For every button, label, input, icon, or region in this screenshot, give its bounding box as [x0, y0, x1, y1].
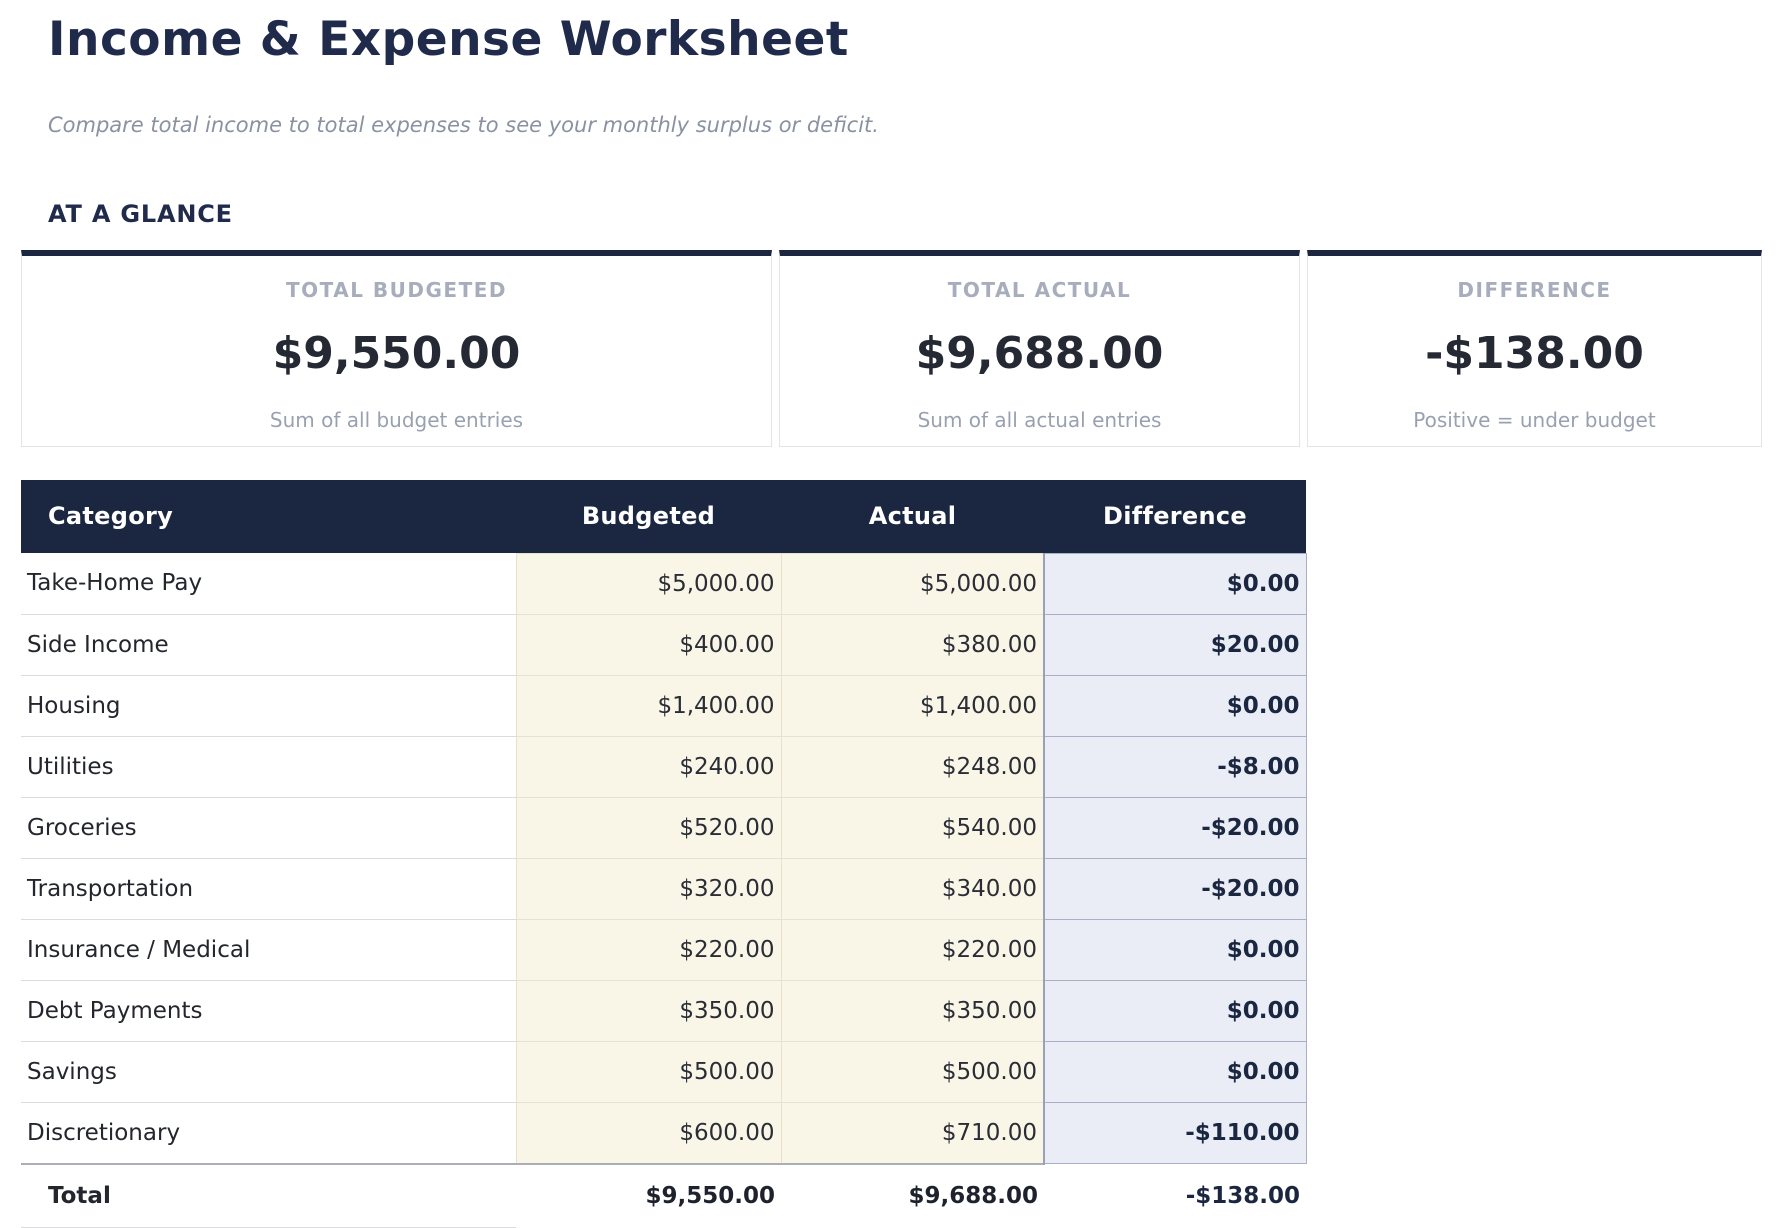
category-cell: Take-Home Pay [21, 553, 516, 615]
worksheet-page: Income & Expense Worksheet Compare total… [21, 0, 1764, 1228]
card-caption: Positive = under budget [1413, 407, 1656, 432]
page-subtitle: Compare total income to total expenses t… [48, 112, 879, 137]
difference-cell: -$110.00 [1043, 1101, 1307, 1165]
budget-table-body: Take-Home Pay $5,000.00 $5,000.00 $0.00 … [21, 552, 1307, 1165]
table-row: Discretionary $600.00 $710.00 -$110.00 [21, 1101, 1307, 1165]
total-actual-value: $9,688.00 [915, 327, 1164, 379]
total-row: Total $9,550.00 $9,688.00 -$138.00 [21, 1162, 1306, 1228]
total-actual-card: TOTAL ACTUAL $9,688.00 Sum of all actual… [779, 249, 1300, 447]
total-budgeted-card: TOTAL BUDGETED $9,550.00 Sum of all budg… [21, 249, 772, 447]
difference-cell: $0.00 [1043, 918, 1307, 981]
budgeted-cell: $240.00 [515, 735, 782, 798]
budgeted-cell: $400.00 [515, 613, 782, 676]
table-row: Housing $1,400.00 $1,400.00 $0.00 [21, 674, 1307, 737]
card-label: DIFFERENCE [1457, 277, 1612, 302]
budgeted-cell: $350.00 [515, 979, 782, 1042]
difference-cell: $0.00 [1043, 1040, 1307, 1103]
difference-card: DIFFERENCE -$138.00 Positive = under bud… [1307, 249, 1762, 447]
table-row: Savings $500.00 $500.00 $0.00 [21, 1040, 1307, 1103]
category-cell: Insurance / Medical [21, 919, 516, 981]
actual-cell: $540.00 [780, 796, 1045, 859]
category-cell: Side Income [21, 614, 516, 676]
table-row: Groceries $520.00 $540.00 -$20.00 [21, 796, 1307, 859]
table-row: Transportation $320.00 $340.00 -$20.00 [21, 857, 1307, 920]
table-row: Utilities $240.00 $248.00 -$8.00 [21, 735, 1307, 798]
budgeted-cell: $320.00 [515, 857, 782, 920]
actual-cell: $350.00 [780, 979, 1045, 1042]
difference-cell: $0.00 [1043, 674, 1307, 737]
at-a-glance-heading: AT A GLANCE [48, 199, 233, 228]
header-row: Category Budgeted Actual Difference [21, 479, 1306, 554]
actual-cell: $710.00 [780, 1101, 1045, 1165]
table-row: Debt Payments $350.00 $350.00 $0.00 [21, 979, 1307, 1042]
total-budgeted-value: $9,550.00 [272, 327, 521, 379]
category-cell: Housing [21, 675, 516, 737]
actual-cell: $5,000.00 [780, 552, 1045, 615]
budgeted-cell: $220.00 [515, 918, 782, 981]
column-header-category: Category [21, 479, 516, 554]
category-cell: Savings [21, 1041, 516, 1103]
total-actual-cell: $9,688.00 [781, 1162, 1044, 1228]
column-header-budgeted: Budgeted [516, 479, 781, 554]
budget-table-footer: Total $9,550.00 $9,688.00 -$138.00 [21, 1162, 1306, 1228]
category-cell: Debt Payments [21, 980, 516, 1042]
summary-cards: TOTAL BUDGETED $9,550.00 Sum of all budg… [21, 249, 1764, 447]
actual-cell: $248.00 [780, 735, 1045, 798]
budgeted-cell: $5,000.00 [515, 552, 782, 615]
budgeted-cell: $600.00 [515, 1101, 782, 1165]
card-label: TOTAL BUDGETED [286, 277, 507, 302]
category-cell: Transportation [21, 858, 516, 920]
difference-cell: $20.00 [1043, 613, 1307, 676]
budgeted-cell: $520.00 [515, 796, 782, 859]
actual-cell: $380.00 [780, 613, 1045, 676]
category-cell: Groceries [21, 797, 516, 859]
difference-cell: -$20.00 [1043, 796, 1307, 859]
budgeted-cell: $500.00 [515, 1040, 782, 1103]
card-caption: Sum of all budget entries [269, 407, 524, 432]
actual-cell: $1,400.00 [780, 674, 1045, 737]
category-cell: Utilities [21, 736, 516, 798]
total-budgeted-cell: $9,550.00 [516, 1162, 781, 1228]
card-caption: Sum of all actual entries [917, 407, 1162, 432]
category-cell: Discretionary [21, 1102, 516, 1165]
budget-table: Category Budgeted Actual Difference Take… [21, 479, 1307, 1228]
column-header-difference: Difference [1044, 479, 1306, 554]
actual-cell: $500.00 [780, 1040, 1045, 1103]
difference-cell: $0.00 [1043, 552, 1307, 615]
budgeted-cell: $1,400.00 [515, 674, 782, 737]
column-header-actual: Actual [781, 479, 1044, 554]
page-title: Income & Expense Worksheet [48, 12, 849, 67]
actual-cell: $340.00 [780, 857, 1045, 920]
table-row: Side Income $400.00 $380.00 $20.00 [21, 613, 1307, 676]
budget-table-header: Category Budgeted Actual Difference [21, 479, 1306, 554]
card-label: TOTAL ACTUAL [947, 277, 1132, 302]
total-difference-cell: -$138.00 [1044, 1163, 1306, 1228]
difference-cell: -$8.00 [1043, 735, 1307, 798]
difference-cell: -$20.00 [1043, 857, 1307, 920]
total-label-cell: Total [21, 1162, 516, 1228]
table-row: Insurance / Medical $220.00 $220.00 $0.0… [21, 918, 1307, 981]
difference-cell: $0.00 [1043, 979, 1307, 1042]
table-row: Take-Home Pay $5,000.00 $5,000.00 $0.00 [21, 552, 1307, 615]
difference-value: -$138.00 [1425, 327, 1644, 379]
actual-cell: $220.00 [780, 918, 1045, 981]
